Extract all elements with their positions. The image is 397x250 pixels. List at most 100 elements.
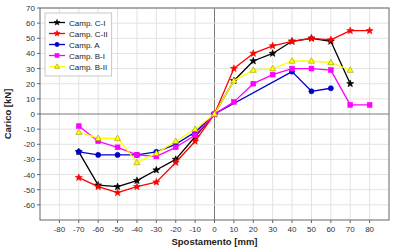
y-tick-label: -20 [23,140,35,149]
series-line [79,72,331,155]
y-grid-line [40,204,389,205]
legend-marker [54,30,60,36]
y-grid-line [40,129,389,130]
data-point [153,166,160,173]
plot-area [40,8,389,220]
data-point [348,103,353,108]
data-point [193,133,198,138]
data-point [75,174,82,181]
y-grid-line [40,144,389,145]
data-point [347,80,354,87]
data-point [367,103,372,108]
y-tick-label: 10 [26,95,35,104]
y-tick-label: 50 [26,34,35,43]
data-point [231,77,237,82]
data [75,27,373,196]
data-point [76,124,81,129]
data-point [270,72,275,77]
series-line [79,69,370,157]
series [76,58,354,165]
x-tick-label: 60 [326,225,335,234]
data-point [366,27,373,34]
legend-marker [55,53,59,57]
legend-label: Camp. B-I [69,52,105,61]
legend-item: Camp. C-II [49,30,108,39]
data-point [211,110,218,117]
data-point [76,129,82,134]
x-tick-label: 70 [346,225,355,234]
x-tick-label: -60 [92,225,104,234]
data-point [270,65,276,70]
data-point [211,110,218,117]
data-point [250,57,257,64]
series-line [79,38,350,186]
data-point [327,36,334,43]
data-point [115,145,120,150]
y-tick-label: -40 [23,171,35,180]
data-point [133,183,140,190]
y-tick-label: 70 [26,4,35,13]
data-point [172,159,179,166]
legend-item: Camp. C-I [49,19,105,28]
data-point [308,35,315,42]
data-point [231,99,236,104]
legend: Camp. C-I Camp. C-II Camp. A Camp. B-I Camp.… [45,13,112,76]
y-tick-label: 0 [31,110,36,119]
data-point [115,152,120,157]
y-tick-label: -50 [23,186,35,195]
data-point [76,149,81,154]
x-tick-label: 30 [268,225,277,234]
y-tick-label: 20 [26,80,35,89]
data-point [269,42,276,49]
data-point [135,152,140,157]
data-point [173,138,179,143]
data-point [230,65,237,72]
legend-marker [54,64,59,69]
y-tick-label: -60 [23,201,35,210]
series-line [79,31,370,193]
data-point [251,81,256,86]
legend-item: Camp. A [49,41,100,50]
data-point [289,58,295,63]
y-axis-label: Carico [kN] [2,89,13,140]
x-tick-label: -10 [189,225,201,234]
x-tick-label: 50 [307,225,316,234]
series [76,66,372,159]
legend-box [45,13,112,76]
y-grid-line [40,98,389,99]
data-point [269,50,276,57]
data-point [192,138,199,145]
legend-item: Camp. B-II [49,63,107,72]
axes: -80-70-60-50-40-30-20-100102030405060708… [23,4,389,234]
series [76,69,333,157]
legend-marker [54,19,60,25]
series [75,27,373,196]
data-point [289,38,296,45]
data-point [114,189,121,196]
data-point [173,145,178,150]
x-axis-label: Spostamento [mm] [171,236,257,247]
legend-marker [55,42,59,46]
legend-label: Camp. C-II [69,30,108,39]
x-tick-label: -40 [131,225,143,234]
data-point [328,59,334,64]
x-tick-label: 40 [288,225,297,234]
data-point [134,152,139,157]
data-point [328,86,333,91]
y-grid-line [40,159,389,160]
legend-label: Camp. A [69,41,100,50]
plot-frame [40,8,389,220]
data-point [308,58,314,63]
x-tick-label: 0 [212,225,217,234]
y-grid-line [40,83,389,84]
y-tick-label: 60 [26,19,35,28]
legend-label: Camp. C-I [69,19,105,28]
data-point [347,67,353,72]
data-point [328,68,333,73]
legend-item: Camp. B-I [49,52,105,61]
y-tick-label: -30 [23,155,35,164]
y-tick-label: -10 [23,125,35,134]
data-point [95,135,101,140]
y-tick-label: 40 [26,49,35,58]
x-tick-label: -20 [170,225,182,234]
